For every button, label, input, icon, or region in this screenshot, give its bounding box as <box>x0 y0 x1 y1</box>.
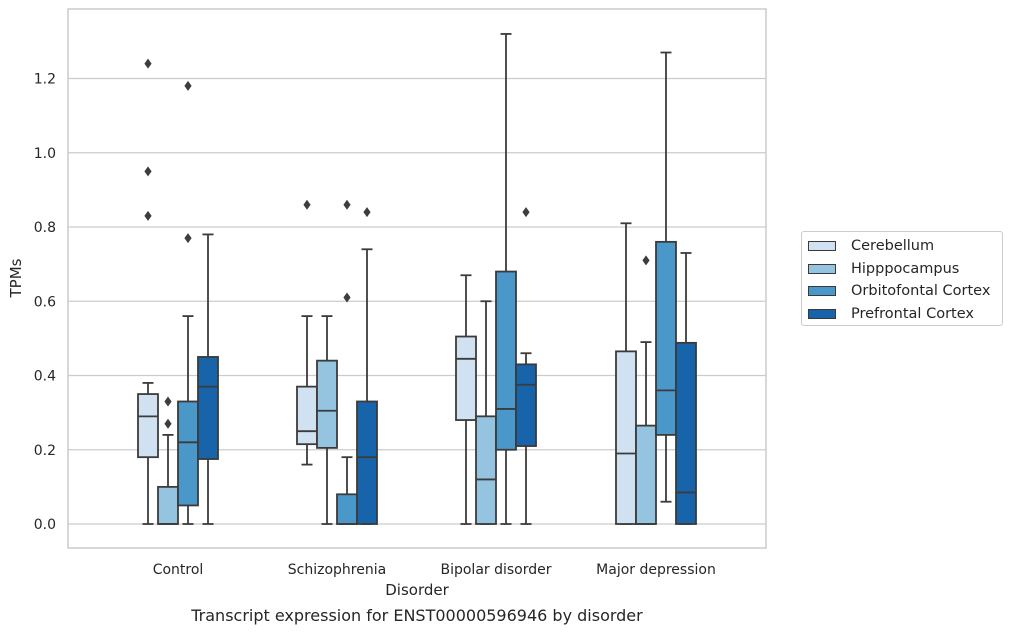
box-iqr <box>296 385 318 446</box>
outlier-point <box>343 292 351 303</box>
x-tick-labels: Control Schizophrenia Bipolar disorder Majo… <box>153 562 716 578</box>
outlier-point <box>184 233 192 244</box>
box-prefrontal-cortex-2 <box>515 207 537 525</box>
box-hipppocampus-3 <box>635 255 657 525</box>
legend-item: Hipppocampus <box>808 258 1002 281</box>
box-iqr <box>356 400 378 525</box>
outlier-point <box>303 199 311 210</box>
y-tick-label: 1.2 <box>34 72 56 88</box>
box-orbitofontal-cortex-0 <box>177 80 199 525</box>
box-iqr <box>655 240 677 436</box>
y-tick-label: 0.2 <box>34 443 56 459</box>
y-tick-label: 0.8 <box>34 220 56 236</box>
legend-item: Prefrontal Cortex <box>808 303 1002 326</box>
outlier-point <box>144 166 152 177</box>
legend-label: Prefrontal Cortex <box>851 305 974 322</box>
box-prefrontal-cortex-1 <box>356 207 378 525</box>
box-iqr <box>197 356 219 460</box>
box-iqr <box>675 341 697 525</box>
legend-label: Hipppocampus <box>851 260 960 277</box>
box-iqr <box>177 400 199 507</box>
outlier-point <box>522 207 530 218</box>
x-tick-label: Schizophrenia <box>288 562 386 578</box>
y-tick-label: 0.0 <box>34 517 56 533</box>
box-prefrontal-cortex-0 <box>197 233 219 525</box>
box-iqr <box>475 415 497 525</box>
box-iqr <box>316 359 338 449</box>
box-iqr <box>615 350 637 525</box>
x-tick-label: Major depression <box>596 562 716 578</box>
outlier-point <box>363 207 371 218</box>
box-iqr <box>157 485 179 525</box>
box-prefrontal-cortex-3 <box>675 252 697 525</box>
box-hipppocampus-1 <box>316 315 338 525</box>
y-tick-label: 0.6 <box>34 294 56 310</box>
plot-frame <box>67 8 767 549</box>
legend-swatch <box>808 286 836 297</box>
box-orbitofontal-cortex-2 <box>495 33 517 525</box>
x-tick-label: Bipolar disorder <box>440 562 551 578</box>
outlier-point <box>164 418 172 429</box>
box-hipppocampus-0 <box>157 396 179 525</box>
box-iqr <box>137 393 159 459</box>
x-axis-label: Disorder <box>385 581 449 599</box>
legend-swatch <box>808 263 836 274</box>
outlier-point <box>164 396 172 407</box>
box-iqr <box>635 424 657 525</box>
y-tick-labels: 0.0 0.2 0.4 0.6 0.8 1.0 1.2 <box>34 72 56 534</box>
y-tick-label: 1.0 <box>34 146 56 162</box>
box-cerebellum-0 <box>137 58 159 525</box>
outlier-point <box>642 255 650 266</box>
legend-item: Cerebellum <box>808 235 1002 258</box>
legend-label: Orbitofontal Cortex <box>851 283 991 300</box>
box-hipppocampus-2 <box>475 300 497 525</box>
legend-label: Cerebellum <box>851 238 935 255</box>
box-iqr <box>495 270 517 451</box>
legend-item: Orbitofontal Cortex <box>808 280 1002 303</box>
y-axis-label: TPMs <box>7 258 25 298</box>
outlier-point <box>343 199 351 210</box>
box-iqr <box>455 335 477 421</box>
outlier-point <box>184 80 192 91</box>
box-iqr <box>336 493 358 525</box>
outlier-point <box>144 210 152 221</box>
box-iqr <box>515 363 537 447</box>
box-cerebellum-3 <box>615 222 637 525</box>
boxplot-marks <box>137 33 697 525</box>
outlier-point <box>144 58 152 69</box>
legend-swatch <box>808 241 836 252</box>
x-tick-label: Control <box>153 562 204 578</box>
y-tick-label: 0.4 <box>34 369 56 385</box>
figure-caption: Transcript expression for ENST0000059694… <box>191 606 643 625</box>
box-cerebellum-1 <box>296 199 318 466</box>
box-cerebellum-2 <box>455 274 477 525</box>
legend: Cerebellum Hipppocampus Orbitofontal Corte… <box>801 231 1003 326</box>
legend-swatch <box>808 308 836 319</box>
box-orbitofontal-cortex-3 <box>655 51 677 503</box>
box-orbitofontal-cortex-1 <box>336 199 358 525</box>
